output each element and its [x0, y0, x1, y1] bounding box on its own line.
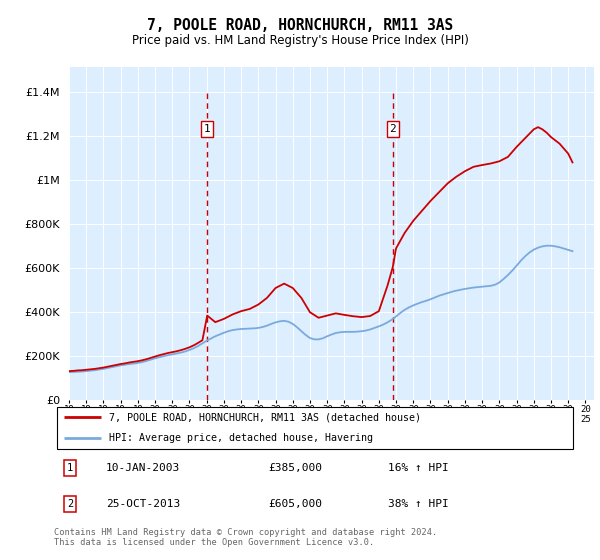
- Text: HPI: Average price, detached house, Havering: HPI: Average price, detached house, Have…: [109, 433, 373, 444]
- Text: 2: 2: [67, 499, 73, 509]
- Text: £385,000: £385,000: [268, 463, 322, 473]
- Text: 2: 2: [389, 124, 396, 134]
- Text: 7, POOLE ROAD, HORNCHURCH, RM11 3AS: 7, POOLE ROAD, HORNCHURCH, RM11 3AS: [147, 18, 453, 32]
- Text: Price paid vs. HM Land Registry's House Price Index (HPI): Price paid vs. HM Land Registry's House …: [131, 34, 469, 47]
- Text: 1: 1: [204, 124, 211, 134]
- Text: 25-OCT-2013: 25-OCT-2013: [106, 499, 181, 509]
- Text: 10-JAN-2003: 10-JAN-2003: [106, 463, 181, 473]
- Text: £605,000: £605,000: [268, 499, 322, 509]
- Text: 38% ↑ HPI: 38% ↑ HPI: [388, 499, 449, 509]
- FancyBboxPatch shape: [56, 407, 574, 449]
- Text: 7, POOLE ROAD, HORNCHURCH, RM11 3AS (detached house): 7, POOLE ROAD, HORNCHURCH, RM11 3AS (det…: [109, 412, 421, 422]
- Text: Contains HM Land Registry data © Crown copyright and database right 2024.
This d: Contains HM Land Registry data © Crown c…: [54, 528, 437, 547]
- Text: 1: 1: [67, 463, 73, 473]
- Text: 16% ↑ HPI: 16% ↑ HPI: [388, 463, 449, 473]
